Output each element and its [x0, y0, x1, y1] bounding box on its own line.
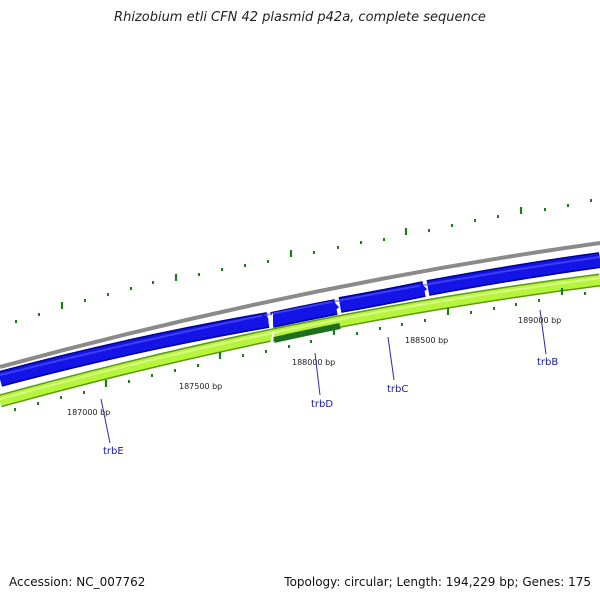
gene-leader-lines: [100, 309, 547, 444]
scale-label-187000: 187000 bp: [67, 408, 110, 417]
scale-label-188500: 188500 bp: [405, 336, 448, 345]
gene-label-trbC: trbC: [387, 384, 408, 395]
outer-tick-ring: [15, 199, 592, 323]
gene-label-trbB: trbB: [537, 357, 558, 368]
scale-label-189000: 189000 bp: [518, 316, 561, 325]
gene-label-trbD: trbD: [311, 399, 333, 410]
backbone-arc: [0, 241, 600, 369]
sequence-summary: Topology: circular; Length: 194,229 bp; …: [284, 575, 591, 589]
gene-label-trbE: trbE: [103, 446, 124, 457]
gene-labels: trbE trbD trbC trbB: [103, 357, 558, 457]
forward-cds-band: [0, 252, 600, 387]
map-title: Rhizobium etli CFN 42 plasmid p42a, comp…: [114, 10, 486, 25]
scale-label-187500: 187500 bp: [179, 382, 222, 391]
gene-highlight-trbD: [273, 323, 341, 343]
gene-band: [0, 273, 600, 408]
scale-labels: 187000 bp 187500 bp 188000 bp 188500 bp …: [67, 316, 561, 417]
scale-label-188000: 188000 bp: [292, 358, 335, 367]
accession-label: Accession: NC_007762: [9, 575, 146, 589]
inner-tick-ring: [14, 288, 586, 411]
